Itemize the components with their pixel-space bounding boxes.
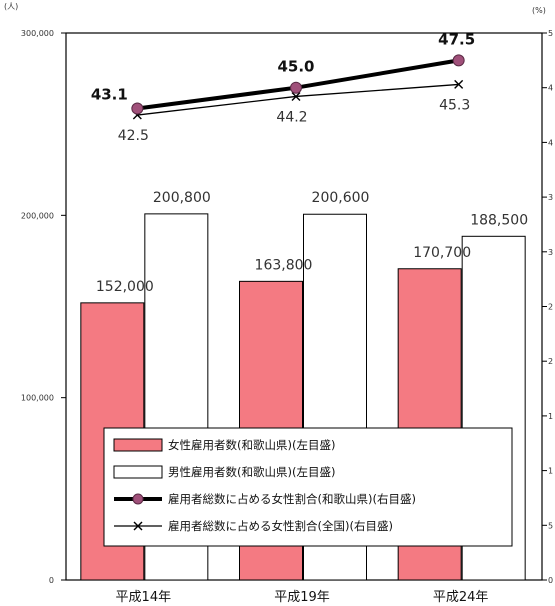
legend-label: 雇用者総数に占める女性割合(全国)(右目盛) <box>168 519 393 533</box>
legend-item: 男性雇用者数(和歌山県)(左目盛) <box>113 465 335 479</box>
lines <box>131 54 465 120</box>
category-label: 平成24年 <box>433 590 489 605</box>
legend-label: 男性雇用者数(和歌山県)(左目盛) <box>168 465 335 479</box>
line-value-label: 45.0 <box>277 58 314 76</box>
legend-swatch <box>113 438 163 452</box>
bar-value-label: 170,700 <box>413 245 471 261</box>
bar-value-label: 200,800 <box>153 190 211 206</box>
legend-label: 雇用者総数に占める女性割合(和歌山県)(右目盛) <box>168 492 416 506</box>
right-tick-label: 3 <box>548 193 553 202</box>
bar-value-label: 200,600 <box>312 190 370 206</box>
circle-marker <box>290 81 302 94</box>
right-tick-label: 5 <box>548 521 553 530</box>
line-value-label: 47.5 <box>438 30 475 48</box>
circle-marker <box>131 102 144 115</box>
legend-swatch <box>113 465 163 479</box>
right-tick-label: 1 <box>548 467 553 476</box>
data-labels: 152,000 163,800 170,700 200,800 200,600 188,5… <box>91 30 528 295</box>
legend: 女性雇用者数(和歌山県)(左目盛) 男性雇用者数(和歌山県)(左目盛) 雇用者総数に… <box>103 427 513 547</box>
legend-box <box>103 427 513 547</box>
line-value-label: 44.2 <box>276 109 307 125</box>
bar-value-label: 163,800 <box>255 257 313 273</box>
circle-marker <box>452 54 465 67</box>
right-tick-label: 4 <box>548 138 553 147</box>
left-tick-label: 300,000 <box>21 29 54 38</box>
legend-swatch-marker <box>133 521 143 531</box>
bar-value-label: 152,000 <box>96 279 154 295</box>
x-marker <box>291 91 301 101</box>
category-label: 平成19年 <box>274 590 330 605</box>
legend-label: 女性雇用者数(和歌山県)(左目盛) <box>168 438 335 452</box>
left-axis-unit: (人) <box>4 2 18 11</box>
line-value-label: 42.5 <box>118 128 149 144</box>
legend-swatch-marker <box>132 493 144 505</box>
right-tick-label: 1 <box>548 412 553 421</box>
right-tick-label: 0 <box>548 576 553 585</box>
legend-item: 女性雇用者数(和歌山県)(左目盛) <box>113 438 335 452</box>
left-tick-label: 100,000 <box>21 394 54 403</box>
x-marker-stroke <box>454 79 464 89</box>
x-marker-stroke <box>291 91 301 101</box>
line-value-label: 45.3 <box>439 97 470 113</box>
right-tick-label: 2 <box>548 357 553 366</box>
line-value-label: 43.1 <box>91 85 128 103</box>
right-axis-unit: (%) <box>532 6 546 15</box>
right-tick-label: 4 <box>548 84 553 93</box>
right-tick-label: 5 <box>548 29 553 38</box>
legend-item: 雇用者総数に占める女性割合(全国)(右目盛) <box>114 519 393 533</box>
left-tick-label: 0 <box>49 576 54 585</box>
left-tick-label: 200,000 <box>21 211 54 220</box>
x-marker <box>454 79 464 89</box>
legend-item: 雇用者総数に占める女性割合(和歌山県)(右目盛) <box>114 492 416 506</box>
category-label: 平成14年 <box>116 590 172 605</box>
right-tick-label: 2 <box>548 303 553 312</box>
bar-value-label: 188,500 <box>470 212 528 228</box>
right-tick-label: 3 <box>548 248 553 257</box>
